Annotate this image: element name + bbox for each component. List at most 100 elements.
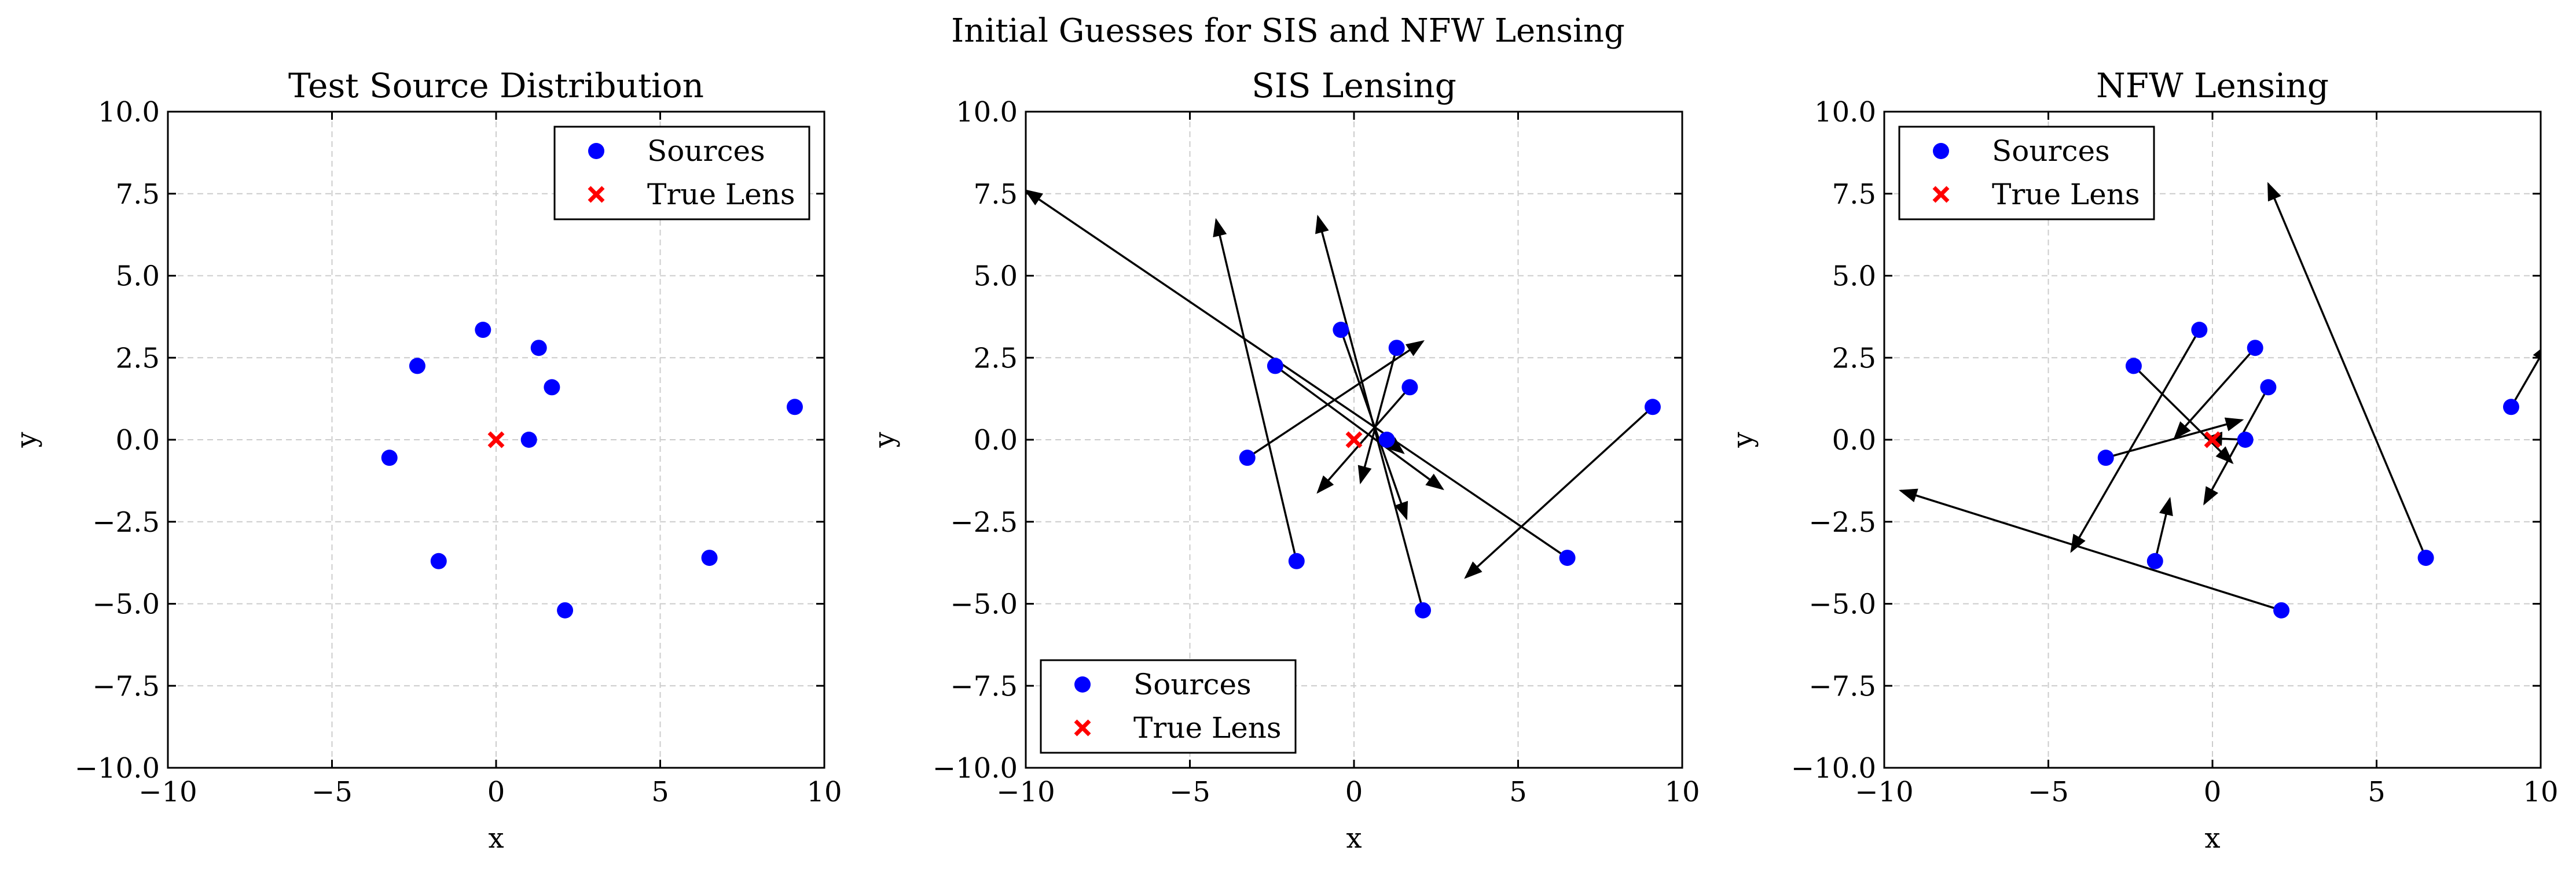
source-point (475, 322, 491, 338)
legend-sources-label: Sources (1992, 134, 2110, 168)
x-tick-label: −10 (996, 776, 1055, 808)
y-tick-label: −5.0 (92, 588, 160, 621)
source-point (2146, 553, 2163, 569)
source-point (544, 379, 560, 396)
panel-title: SIS Lensing (1252, 66, 1456, 105)
deflection-arrow (2510, 343, 2541, 408)
true-lens-marker (487, 431, 505, 448)
source-point (2247, 340, 2263, 356)
source-point (2273, 602, 2290, 619)
y-tick-label: −7.5 (92, 670, 160, 702)
x-axis-label: x (1346, 822, 1362, 855)
y-tick-label: 0.0 (116, 424, 160, 457)
legend: Sources True Lens (553, 126, 810, 220)
plot-area (1899, 182, 2541, 619)
x-axis-label: x (2204, 822, 2220, 855)
panel-title: NFW Lensing (2096, 66, 2329, 105)
legend-lens-label: True Lens (1992, 178, 2140, 211)
y-tick-label: 10.0 (956, 96, 1018, 128)
true-lens-marker (1345, 431, 1363, 448)
source-point (1267, 358, 1283, 374)
plot-area (1026, 189, 1661, 619)
y-tick-label: 5.0 (1832, 260, 1876, 293)
deflection-arrow (1899, 488, 2282, 612)
legend-box (1898, 126, 2155, 220)
x-tick-label: −10 (138, 776, 197, 808)
deflection-arrow (1026, 189, 1568, 559)
source-point (1644, 399, 1661, 415)
legend: Sources True Lens (1898, 126, 2155, 220)
y-tick-label: −2.5 (950, 506, 1018, 539)
x-axis-label: x (488, 822, 504, 855)
x-tick-label: 0 (1345, 776, 1363, 808)
x-tick-label: −5 (2028, 776, 2069, 808)
y-tick-label: −10.0 (75, 752, 160, 785)
deflection-arrow (2133, 365, 2234, 465)
source-point (1333, 322, 1349, 338)
x-tick-label: 10 (2523, 776, 2558, 808)
x-tick-label: 0 (487, 776, 505, 808)
y-tick-label: −10.0 (933, 752, 1018, 785)
legend-box (1040, 659, 1297, 754)
legend-box (553, 126, 810, 220)
panel-3: −10 −5 0 5 10 −10.0 −7.5 −5.0 −2.5 0.0 2.5 5.0 7.5 10… (1727, 66, 2559, 855)
x-tick-label: −5 (1169, 776, 1210, 808)
source-point (2125, 358, 2142, 374)
y-tick-label: 7.5 (1832, 178, 1876, 211)
y-tick-label: −7.5 (950, 670, 1018, 702)
legend-lens-marker (1932, 186, 1950, 203)
y-tick-label: 10.0 (98, 96, 160, 128)
source-point (409, 358, 425, 374)
source-point (1239, 450, 1256, 466)
y-axis-label: y (868, 432, 901, 448)
deflection-arrow (2267, 182, 2427, 558)
plot-area (381, 322, 803, 619)
source-point (2191, 322, 2208, 338)
legend-sources-marker (1933, 143, 1949, 159)
source-point (520, 432, 537, 448)
x-tick-label: −5 (311, 776, 353, 808)
source-point (2097, 450, 2114, 466)
deflection-arrow (2173, 347, 2256, 440)
x-tick-label: 5 (651, 776, 669, 808)
legend-sources-marker (1074, 676, 1091, 693)
panel-1: −10 −5 0 5 10 −10.0 −7.5 −5.0 −2.5 0.0 2.5 5.0 7.5 10… (10, 66, 842, 855)
source-point (786, 399, 803, 415)
x-tick-label: 10 (1664, 776, 1700, 808)
y-tick-label: −7.5 (1808, 670, 1876, 702)
y-tick-label: −2.5 (92, 506, 160, 539)
legend: Sources True Lens (1040, 659, 1297, 754)
true-lens-stroke (1345, 431, 1363, 448)
y-tick-label: −10.0 (1791, 752, 1876, 785)
panel-title: Test Source Distribution (288, 66, 704, 105)
y-tick-label: 2.5 (1832, 342, 1876, 374)
source-point (1401, 379, 1418, 396)
legend-lens-marker (588, 186, 605, 203)
deflection-arrow (1274, 365, 1444, 491)
y-axis-label: y (10, 432, 43, 448)
source-point (1415, 602, 1432, 619)
deflection-arrow (2203, 387, 2269, 506)
x-tick-label: 0 (2204, 776, 2222, 808)
source-point (530, 340, 547, 356)
deflection-arrow (1464, 406, 1654, 579)
y-tick-label: −5.0 (1808, 588, 1876, 621)
source-point (1559, 550, 1576, 566)
deflection-arrow (1357, 347, 1398, 485)
source-point (381, 450, 398, 466)
x-tick-label: 5 (2368, 776, 2386, 808)
y-axis-label: y (1727, 432, 1759, 448)
x-tick-label: 5 (1509, 776, 1527, 808)
true-lens-stroke (487, 431, 505, 448)
source-point (2260, 379, 2277, 396)
y-tick-label: 7.5 (974, 178, 1018, 211)
source-point (557, 602, 574, 619)
panel-2: −10 −5 0 5 10 −10.0 −7.5 −5.0 −2.5 0.0 2.5 5.0 7.5 10… (868, 66, 1700, 855)
y-tick-label: −5.0 (950, 588, 1018, 621)
source-point (1288, 553, 1305, 569)
deflection-arrow (2154, 496, 2173, 562)
legend-lens-label: True Lens (647, 178, 795, 211)
legend-lens-label: True Lens (1133, 711, 1282, 745)
x-tick-label: 10 (806, 776, 842, 808)
